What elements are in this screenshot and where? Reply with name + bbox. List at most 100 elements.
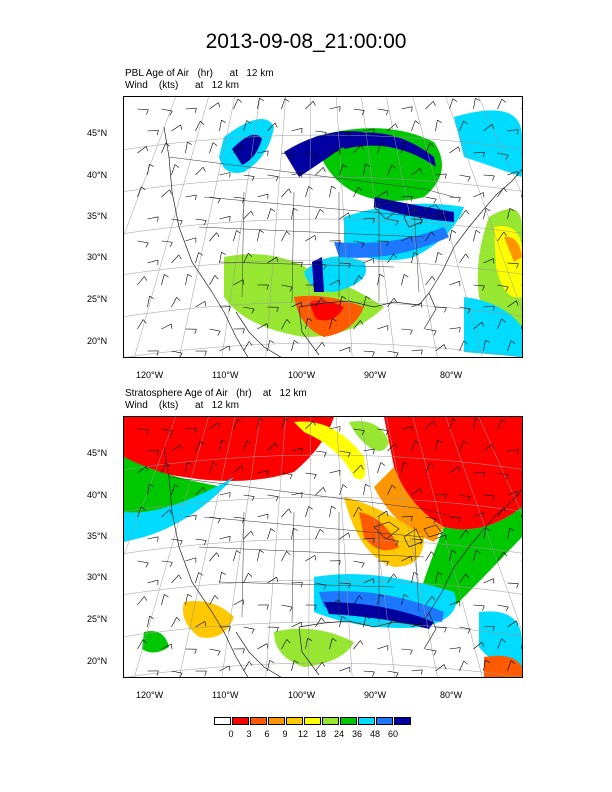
wind-barb-flag (312, 101, 316, 106)
panel-1-lon-label: 100°W (288, 370, 316, 380)
wind-barb-flag (463, 120, 468, 125)
wind-barb (449, 280, 460, 286)
wind-barb-flag (267, 150, 269, 156)
wind-barb (161, 323, 172, 330)
wind-barb (377, 462, 382, 474)
wind-barb-flag (276, 627, 279, 633)
wind-barb-flag (444, 307, 447, 313)
meridian-line (221, 417, 261, 677)
wind-barb (137, 276, 145, 286)
wind-barb (425, 596, 433, 606)
wind-barb (339, 484, 344, 496)
wind-barb (339, 666, 350, 672)
wind-barb-flag (307, 637, 313, 641)
wind-barb (195, 252, 199, 264)
wind-barb (425, 516, 437, 520)
wind-barb-flag (246, 120, 251, 124)
wind-barb-flag (348, 263, 351, 269)
wind-barb-flag (361, 243, 365, 248)
field-region (484, 655, 522, 677)
colorbar-label: 60 (387, 729, 398, 739)
wind-barb-flag (169, 509, 172, 515)
wind-barb-flag (286, 639, 291, 644)
wind-barb-flag (403, 461, 408, 465)
wind-barb (281, 418, 286, 430)
wind-barb-flag (503, 231, 508, 237)
wind-barb (243, 306, 255, 310)
wind-barb-flag (393, 573, 397, 579)
wind-barb-flag (361, 563, 365, 568)
wind-barb (233, 196, 245, 199)
wind-barb (363, 670, 375, 673)
wind-barb-flag (391, 164, 396, 169)
wind-barb (195, 538, 207, 541)
wind-barb (507, 582, 519, 584)
colorbar-label: 48 (369, 729, 380, 739)
wind-barb-flag (286, 551, 291, 556)
wind-barb (473, 604, 485, 607)
field-region (294, 421, 366, 480)
wind-barb-flag (156, 450, 159, 456)
wind-barb (329, 186, 332, 198)
wind-barb (377, 190, 387, 198)
panel-2-lat-label: 40°N (87, 490, 108, 500)
wind-barb-flag (465, 209, 469, 215)
panel-1-title-line2: Wind (kts) at 12 km (125, 80, 239, 91)
coastlines (163, 446, 522, 677)
wind-barb (387, 350, 399, 354)
wind-barb-flag (361, 110, 365, 116)
wind-barb (291, 301, 302, 308)
wind-barb-flag (420, 219, 423, 225)
wind-barb-flag (242, 648, 245, 654)
wind-barb-flag (379, 593, 385, 598)
wind-barb (257, 150, 269, 154)
meridian-line (265, 417, 286, 677)
wind-barb-flag (411, 426, 413, 432)
coastline (298, 612, 437, 650)
parallel-line (124, 218, 522, 234)
panel-2-title-line2: Wind (kts) at 12 km (125, 400, 239, 411)
meridian-line (134, 97, 209, 357)
wind-barb-flag (458, 517, 461, 523)
wind-barb-flag (517, 129, 519, 135)
wind-barb-flag (373, 128, 375, 134)
wind-barb (353, 640, 361, 650)
wind-barb (411, 538, 423, 541)
field-region (232, 134, 262, 165)
wind-barb (387, 538, 399, 542)
wind-barb-flag (314, 604, 317, 610)
graticule (124, 417, 522, 677)
wind-barb-flag (165, 142, 170, 147)
colorbar-swatch (286, 717, 303, 725)
wind-barb (387, 670, 399, 674)
wind-barb (329, 506, 332, 518)
wind-barb (483, 625, 495, 628)
colorbar-label: 0 (228, 729, 234, 739)
wind-barb-flag (338, 240, 341, 246)
panel-2-lat-label: 45°N (87, 448, 108, 458)
wind-barb (363, 128, 375, 132)
wind-barb (339, 130, 351, 134)
wind-barb-flag (195, 515, 197, 521)
wind-barb (507, 490, 518, 496)
wind-barb-flag (198, 572, 203, 576)
wind-barb-flag (259, 97, 264, 101)
wind-barb-flag (410, 650, 413, 655)
wind-barb-flag (194, 107, 197, 113)
wind-barb (147, 536, 159, 540)
wind-barb (137, 240, 149, 244)
wind-barb-flag (516, 263, 519, 269)
wind-barb (459, 306, 471, 310)
wind-barb (459, 529, 467, 540)
wind-barb (425, 462, 431, 474)
wind-barb-flag (236, 230, 241, 234)
panel-2-lat-label: 25°N (87, 614, 108, 624)
wind-barb (267, 528, 272, 540)
wind-barb (339, 296, 343, 308)
stratosphere-age-map (123, 416, 523, 678)
wind-barb (209, 462, 214, 474)
parallel-line (124, 579, 522, 595)
wind-barb (281, 98, 286, 110)
wind-barb-flag (321, 617, 325, 622)
wind-barb (449, 146, 459, 154)
